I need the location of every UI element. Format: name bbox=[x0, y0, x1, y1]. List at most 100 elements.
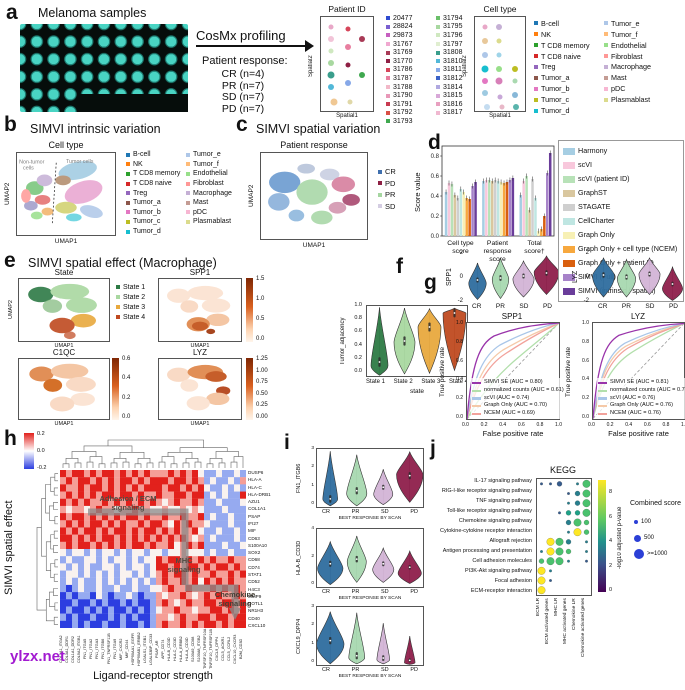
heatmap-col-label: CXCL10_CXCR3 bbox=[233, 634, 237, 664]
state-umap-xlabel: UMAP1 bbox=[54, 343, 74, 349]
legend-item: 31792 bbox=[386, 109, 412, 118]
panel-c-ylabel: UMAP2 bbox=[248, 184, 255, 208]
legend-item: Harmony bbox=[563, 144, 679, 158]
list-item: Chemokine signaling pathway bbox=[458, 518, 532, 524]
legend-item: Tumor_d bbox=[126, 227, 180, 237]
cosmx-profiling-label: CosMx profiling bbox=[196, 28, 286, 43]
legend-item: PR bbox=[378, 189, 396, 201]
legend-item: Graph Only bbox=[563, 228, 679, 242]
list-item: 0.2 bbox=[606, 422, 614, 428]
legend-item: Tumor_a bbox=[534, 72, 590, 83]
hlab-cd3d-xlabel: BEST RESPONSE BY SCAN bbox=[338, 596, 402, 601]
legend-swatch bbox=[126, 171, 130, 176]
legend-item: T CD8 memory bbox=[534, 40, 590, 51]
roc-lyz-yticks: 1.0 0.8 0.6 0.4 0.2 0.0 bbox=[576, 320, 589, 420]
heatmap-col-label: HSP90AA1_EGFR bbox=[131, 633, 135, 665]
list-item: CR bbox=[598, 303, 608, 310]
legend-swatch bbox=[126, 229, 130, 234]
legend-item: Graph Only (AUC = 0.76) bbox=[598, 402, 685, 410]
heatmap-colorbar bbox=[24, 433, 34, 469]
kegg-size-legend: 100 500 >=1000 bbox=[634, 514, 667, 562]
list-item: 0.2 bbox=[480, 422, 488, 428]
roc-spp1-xlabel: False positive rate bbox=[482, 429, 544, 438]
annotation-mhc: MHC signaling bbox=[167, 556, 201, 574]
fn1-itgb6-categories: CR PR SD PD bbox=[322, 509, 418, 515]
list-item: 0.2 bbox=[582, 395, 589, 402]
list-item: Cytokine-cytokine receptor interaction bbox=[439, 528, 532, 534]
spp1-colorbar-ticks: 1.5 1.0 0.5 0.0 bbox=[256, 276, 264, 342]
legend-item: 31815 bbox=[436, 91, 462, 100]
kegg-colorbar bbox=[598, 480, 606, 592]
lyz-map-title: LYZ bbox=[192, 348, 208, 357]
legend-item: Endothelial bbox=[604, 40, 651, 51]
heatmap-col-label: LGALS1_ITGB1 bbox=[143, 635, 147, 663]
list-item: 0.2 bbox=[122, 394, 131, 401]
list-item: SD bbox=[381, 589, 389, 595]
legend-item: Tumor_d bbox=[534, 105, 590, 116]
legend-swatch bbox=[386, 85, 390, 90]
legend-swatch bbox=[436, 50, 440, 55]
cosmx-arrow bbox=[196, 45, 306, 47]
legend-swatch bbox=[563, 273, 575, 281]
size-legend-item: 100 bbox=[634, 514, 667, 530]
state-umap-ylabel: UMAP2 bbox=[8, 300, 14, 320]
list-item: State 2 bbox=[393, 379, 413, 385]
legend-swatch bbox=[598, 412, 607, 416]
list-item: 0 bbox=[459, 274, 463, 280]
roc-lyz-ylabel: True positive rate bbox=[565, 347, 572, 397]
legend-swatch bbox=[386, 93, 390, 98]
list-item: 0.8 bbox=[354, 315, 362, 322]
legend-swatch bbox=[378, 169, 382, 174]
size-legend-dot bbox=[634, 534, 641, 542]
legend-item: pDC bbox=[186, 208, 232, 218]
legend-swatch bbox=[386, 33, 390, 38]
list-item: 8 bbox=[609, 489, 613, 495]
panel-c-title: SIMVI spatial variation bbox=[256, 122, 381, 136]
list-item: 1.25 bbox=[256, 356, 268, 362]
roc-lyz-xticks: 0.0 0.2 0.4 0.6 0.8 1.0 bbox=[588, 422, 685, 428]
heatmap-col-label: CCL5_ACKR1 bbox=[221, 636, 225, 662]
legend-swatch bbox=[563, 203, 575, 211]
hlab-cd3d-violin bbox=[316, 528, 424, 588]
cxcl9-dpp4-violin bbox=[316, 606, 424, 666]
list-item: 1.0 bbox=[456, 320, 463, 326]
kegg-col-label: Chemokine LR bbox=[571, 598, 577, 630]
legend-item: State 1 bbox=[116, 282, 145, 292]
legend-swatch bbox=[534, 43, 538, 48]
bar-group-label-2: Patient response score bbox=[483, 240, 512, 263]
patient-id-ylabel: Spatial2 bbox=[308, 55, 314, 77]
fn1-itgb6-violin bbox=[316, 448, 424, 508]
c1qc-map-title: C1QC bbox=[52, 348, 76, 357]
list-item: CR bbox=[322, 509, 330, 515]
cxcl9-dpp4-categories: CR PR SD PD bbox=[322, 667, 418, 673]
list-item: 0.8 bbox=[582, 338, 589, 345]
svg-text:Non-tumor: Non-tumor bbox=[19, 160, 45, 166]
tissue-empty-region bbox=[78, 94, 188, 112]
legend-item: Tumor_c bbox=[126, 217, 180, 227]
legend-item: Fibroblast bbox=[186, 179, 232, 189]
list-item: HLA-A bbox=[248, 477, 262, 483]
heatmap-col-label: COL3A1_DDR1 bbox=[65, 635, 69, 663]
legend-swatch bbox=[116, 305, 120, 309]
legend-item: State 3 bbox=[116, 302, 145, 312]
legend-item: SIMVI (intrinsic / spatial) bbox=[563, 284, 679, 298]
legend-swatch bbox=[604, 86, 608, 91]
legend-swatch bbox=[534, 108, 538, 113]
size-legend-dot bbox=[634, 549, 644, 559]
list-item: 0.25 bbox=[256, 402, 268, 409]
list-item: Toll-like receptor signaling pathway bbox=[446, 508, 532, 514]
kegg-row-labels: IL-17 signaling pathway RIG-I-like recept… bbox=[420, 478, 532, 594]
panel-j-label: j bbox=[430, 437, 436, 460]
list-item: PD bbox=[542, 303, 552, 310]
legend-swatch bbox=[436, 102, 440, 107]
list-item: PR bbox=[495, 303, 505, 310]
list-item: 0.8 bbox=[536, 422, 544, 428]
list-item: 0.6 bbox=[122, 356, 131, 362]
panel-e-title: SIMVI spatial effect (Macrophage) bbox=[28, 256, 217, 270]
legend-item: NK bbox=[534, 29, 590, 40]
svg-text:Tumor cells: Tumor cells bbox=[66, 159, 94, 165]
list-item: 0 bbox=[609, 587, 613, 593]
cell-type-legend-col2: Tumor_e Tumor_f Endothelial Fibroblast Macro… bbox=[604, 18, 651, 105]
list-item: 0.4 bbox=[625, 422, 633, 428]
legend-item: 31811 bbox=[436, 66, 462, 75]
